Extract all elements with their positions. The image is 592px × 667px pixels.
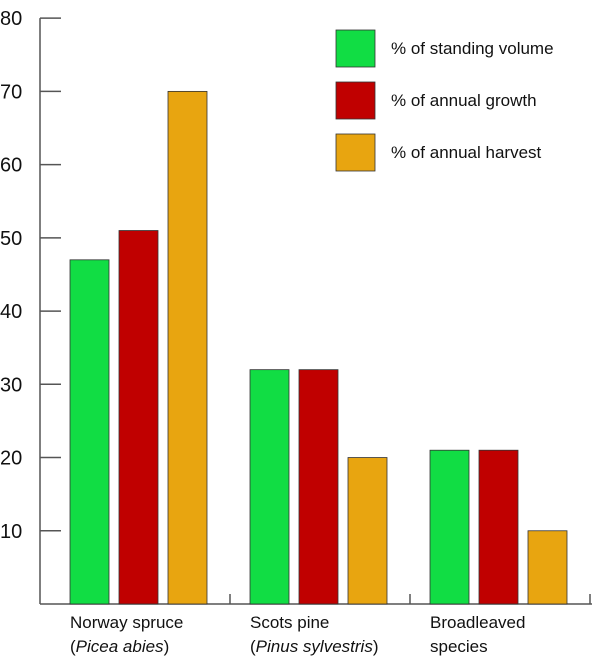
bar [478, 449, 519, 605]
bar [249, 369, 290, 605]
y-tick-label: 80 [0, 8, 22, 30]
x-category-sublabel: species [430, 637, 488, 656]
y-tick-label: 40 [0, 301, 22, 323]
x-category-label: Scots pine [250, 613, 329, 632]
y-tick-label: 70 [0, 81, 22, 103]
bar [347, 457, 388, 605]
y-tick-label: 10 [0, 521, 22, 543]
x-category-label: Broadleaved [430, 613, 525, 632]
x-category-sublabel: (Pinus sylvestris) [250, 637, 378, 656]
legend-label: % of standing volume [391, 39, 554, 58]
y-axis-ticks: 10 20 30 40 50 60 70 80 [0, 8, 61, 543]
y-tick-label: 50 [0, 228, 22, 250]
legend-swatch [335, 29, 376, 68]
bar [69, 259, 110, 605]
y-tick-label: 20 [0, 448, 22, 470]
bar [429, 449, 470, 605]
legend-label: % of annual harvest [391, 143, 542, 162]
x-axis-category-labels: Norway spruce (Picea abies) Scots pine (Pin… [70, 613, 525, 656]
bar [167, 90, 208, 605]
legend-swatch [335, 81, 376, 120]
bars [69, 90, 568, 605]
legend: % of standing volume % of annual growth % … [335, 29, 554, 172]
y-tick-label: 60 [0, 155, 22, 177]
x-category-sublabel: (Picea abies) [70, 637, 169, 656]
bar [527, 530, 568, 605]
x-category-label: Norway spruce [70, 613, 183, 632]
y-tick-label: 30 [0, 374, 22, 396]
bar [298, 369, 339, 605]
legend-label: % of annual growth [391, 91, 537, 110]
legend-swatch [335, 133, 376, 172]
bar [118, 230, 159, 605]
